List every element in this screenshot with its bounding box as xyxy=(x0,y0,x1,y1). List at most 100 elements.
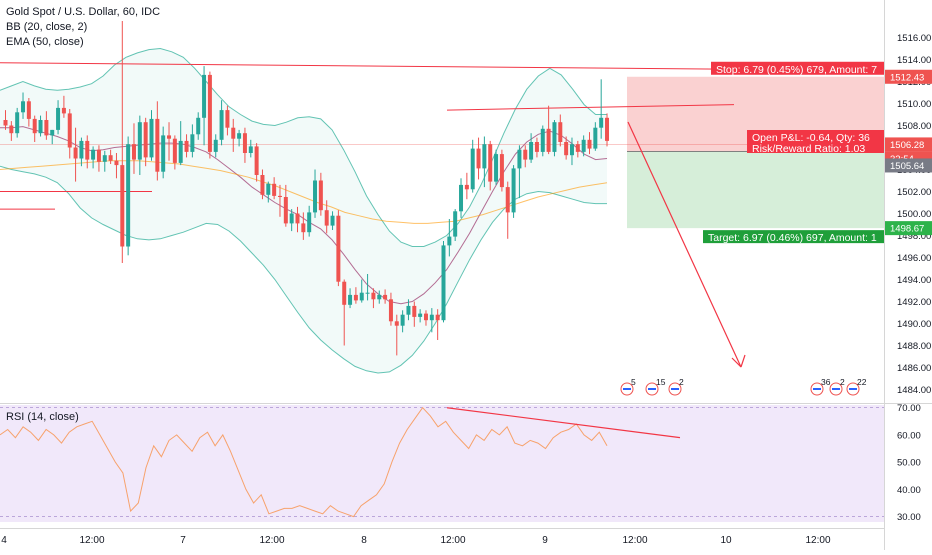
candle-body[interactable] xyxy=(336,215,341,282)
candle-body[interactable] xyxy=(254,146,259,175)
bb-legend[interactable]: BB (20, close, 2) xyxy=(6,21,88,33)
candle-body[interactable] xyxy=(96,149,101,162)
candle-body[interactable] xyxy=(219,110,224,140)
candle-body[interactable] xyxy=(605,117,610,141)
candle-body[interactable] xyxy=(213,139,218,152)
candle-body[interactable] xyxy=(61,107,66,114)
candle-body[interactable] xyxy=(441,245,446,321)
candle-body[interactable] xyxy=(172,138,177,163)
candle-body[interactable] xyxy=(155,118,160,172)
candle-body[interactable] xyxy=(196,117,201,135)
candle-body[interactable] xyxy=(289,213,294,224)
candle-body[interactable] xyxy=(91,149,96,160)
candle-body[interactable] xyxy=(529,142,534,160)
candle-body[interactable] xyxy=(453,211,458,237)
candle-body[interactable] xyxy=(569,144,574,156)
candle-body[interactable] xyxy=(9,125,14,134)
candle-body[interactable] xyxy=(161,135,166,172)
candle-body[interactable] xyxy=(494,154,499,182)
ema-legend[interactable]: EMA (50, close) xyxy=(6,36,84,48)
candle-body[interactable] xyxy=(67,113,72,148)
candle-body[interactable] xyxy=(470,148,475,190)
projection-arrow-line[interactable] xyxy=(627,121,742,368)
candle-body[interactable] xyxy=(517,149,522,169)
candle-body[interactable] xyxy=(266,183,271,195)
rsi-legend[interactable]: RSI (14, close) xyxy=(6,411,79,423)
candle-body[interactable] xyxy=(38,120,43,134)
candle-body[interactable] xyxy=(202,74,207,118)
candle-body[interactable] xyxy=(353,294,358,301)
candle-body[interactable] xyxy=(418,313,423,317)
candle-body[interactable] xyxy=(511,168,516,213)
candle-body[interactable] xyxy=(301,223,306,233)
candle-body[interactable] xyxy=(546,128,551,152)
candle-body[interactable] xyxy=(558,122,563,142)
candle-body[interactable] xyxy=(318,180,323,211)
symbol-title[interactable]: Gold Spot / U.S. Dollar, 60, IDC xyxy=(6,6,161,18)
candle-body[interactable] xyxy=(505,187,510,213)
candle-body[interactable] xyxy=(114,160,119,166)
candle-body[interactable] xyxy=(499,154,504,188)
candle-body[interactable] xyxy=(126,144,131,247)
candle-body[interactable] xyxy=(359,292,364,301)
candle-body[interactable] xyxy=(231,127,236,139)
candle-body[interactable] xyxy=(459,184,464,212)
candle-body[interactable] xyxy=(447,236,452,246)
target-zone[interactable] xyxy=(627,151,884,229)
candle-body[interactable] xyxy=(371,292,376,300)
candle-body[interactable] xyxy=(534,142,539,152)
candle-body[interactable] xyxy=(73,147,78,159)
candle-body[interactable] xyxy=(307,212,312,233)
candle-body[interactable] xyxy=(137,122,142,160)
candle-body[interactable] xyxy=(552,122,557,152)
candle-body[interactable] xyxy=(523,149,528,160)
candle-body[interactable] xyxy=(423,313,428,321)
candle-body[interactable] xyxy=(388,299,393,322)
candle-body[interactable] xyxy=(581,139,586,152)
candle-body[interactable] xyxy=(464,184,469,190)
range-high-line[interactable] xyxy=(446,104,735,111)
candle-body[interactable] xyxy=(377,294,382,300)
target-label-bg[interactable] xyxy=(703,230,884,244)
candle-body[interactable] xyxy=(21,101,26,113)
candle-body[interactable] xyxy=(237,133,242,139)
candle-body[interactable] xyxy=(365,292,370,294)
candle-body[interactable] xyxy=(400,314,405,326)
candle-body[interactable] xyxy=(184,140,189,152)
candle-body[interactable] xyxy=(131,144,136,160)
candle-body[interactable] xyxy=(406,305,411,315)
candle-body[interactable] xyxy=(587,139,592,149)
candle-body[interactable] xyxy=(178,140,183,163)
candle-body[interactable] xyxy=(32,118,37,134)
candle-body[interactable] xyxy=(15,112,20,134)
candle-body[interactable] xyxy=(277,195,282,197)
candle-body[interactable] xyxy=(342,281,347,305)
candle-body[interactable] xyxy=(102,155,107,162)
candle-body[interactable] xyxy=(149,118,154,158)
candle-body[interactable] xyxy=(283,197,288,224)
candle-body[interactable] xyxy=(476,148,481,169)
candle-body[interactable] xyxy=(330,215,335,226)
candle-body[interactable] xyxy=(190,134,195,152)
candle-body[interactable] xyxy=(599,117,604,128)
candle-body[interactable] xyxy=(435,314,440,321)
candle-body[interactable] xyxy=(207,74,212,152)
candle-body[interactable] xyxy=(383,294,388,300)
candle-body[interactable] xyxy=(56,107,61,130)
candle-body[interactable] xyxy=(108,155,113,161)
candle-body[interactable] xyxy=(85,140,90,160)
candle-body[interactable] xyxy=(540,128,545,152)
candle-body[interactable] xyxy=(488,144,493,182)
candle-body[interactable] xyxy=(26,101,31,119)
candle-body[interactable] xyxy=(429,314,434,321)
candle-body[interactable] xyxy=(242,133,247,153)
candle-body[interactable] xyxy=(394,321,399,326)
candle-body[interactable] xyxy=(3,120,8,126)
candle-body[interactable] xyxy=(348,294,353,305)
candle-body[interactable] xyxy=(564,142,569,156)
candle-body[interactable] xyxy=(313,180,318,213)
candle-body[interactable] xyxy=(225,110,230,128)
candle-body[interactable] xyxy=(593,127,598,149)
candle-body[interactable] xyxy=(295,213,300,224)
